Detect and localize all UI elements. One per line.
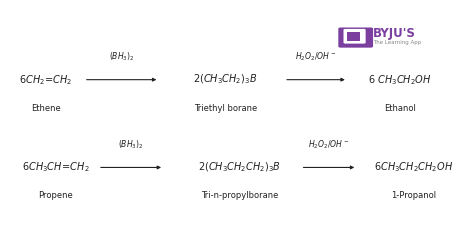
Text: Tri-n-propylborane: Tri-n-propylborane bbox=[201, 192, 278, 200]
Text: Propene: Propene bbox=[38, 192, 73, 200]
FancyBboxPatch shape bbox=[347, 32, 360, 41]
Text: Triethyl borane: Triethyl borane bbox=[193, 104, 257, 113]
Text: Ethene: Ethene bbox=[31, 104, 61, 113]
Text: $H_2O_2/OH^-$: $H_2O_2/OH^-$ bbox=[295, 51, 337, 63]
Text: $6\ CH_3CH_2OH$: $6\ CH_3CH_2OH$ bbox=[368, 73, 431, 87]
Text: $6CH_2\!=\!CH_2$: $6CH_2\!=\!CH_2$ bbox=[19, 73, 73, 87]
Text: $H_2O_2/OH^-$: $H_2O_2/OH^-$ bbox=[309, 138, 349, 151]
Text: $2(CH_3CH_2CH_2)_3B$: $2(CH_3CH_2CH_2)_3B$ bbox=[198, 161, 281, 174]
Text: $6CH_3CH_2CH_2OH$: $6CH_3CH_2CH_2OH$ bbox=[374, 161, 453, 174]
Text: $6CH_3CH\!=\!CH_2$: $6CH_3CH\!=\!CH_2$ bbox=[22, 161, 90, 174]
Text: Ethanol: Ethanol bbox=[383, 104, 416, 113]
Text: $(BH_3)_2$: $(BH_3)_2$ bbox=[118, 138, 144, 151]
Text: 1-Propanol: 1-Propanol bbox=[391, 192, 436, 200]
FancyBboxPatch shape bbox=[338, 28, 373, 48]
Text: $2(CH_3CH_2)_3B$: $2(CH_3CH_2)_3B$ bbox=[193, 73, 257, 86]
Text: The Learning App: The Learning App bbox=[373, 40, 421, 45]
Text: $(BH_3)_2$: $(BH_3)_2$ bbox=[109, 51, 134, 63]
Text: BYJU'S: BYJU'S bbox=[373, 27, 416, 40]
FancyBboxPatch shape bbox=[344, 29, 365, 44]
